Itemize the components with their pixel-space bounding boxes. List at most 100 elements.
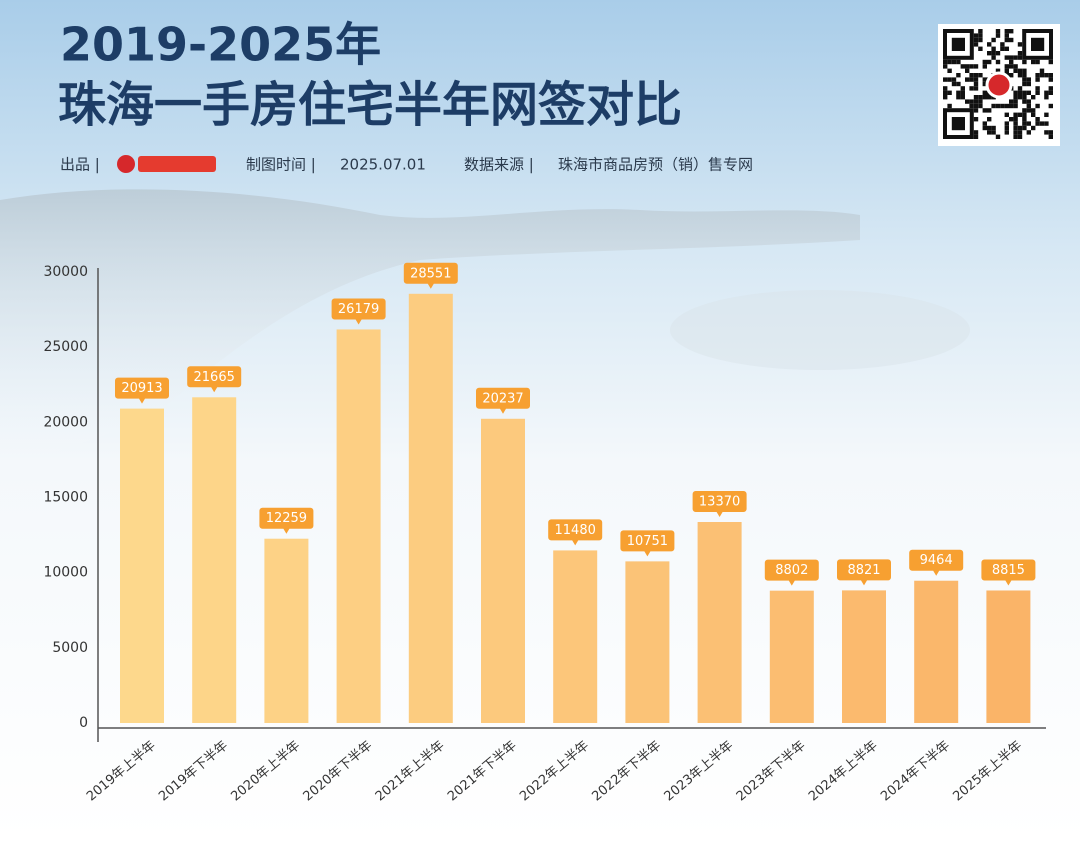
qr-cell [1017,42,1023,47]
bar [408,293,453,723]
value-callout [331,298,386,325]
bar [553,550,598,723]
qr-cell [956,59,961,65]
qr-cell [943,95,948,100]
y-tick-label: 10000 [43,565,88,581]
qr-cell [1026,130,1031,135]
qr-cell [995,59,1001,65]
qr-cell [960,64,965,69]
city-scenery [0,189,860,471]
qr-cell [973,64,979,69]
qr-cell [951,59,957,65]
qr-cell [956,73,961,78]
qr-cell [1013,99,1018,104]
source-label: 数据来源 | [464,156,534,174]
qr-cell [1031,108,1036,113]
qr-cell [951,81,957,87]
qr-cell [1009,29,1014,34]
qr-cell [987,117,992,122]
qr-cell [1004,64,1009,69]
qr-cell [995,68,1001,73]
qr-cell [1022,125,1027,131]
qr-cell [1013,103,1018,109]
bar [264,538,309,723]
qr-cell [1009,64,1014,69]
qr-cell [1022,95,1027,100]
value-label: 8821 [847,563,880,578]
qr-cell [1017,125,1023,131]
qr-cell [987,95,992,100]
bar [481,418,525,723]
qr-cell [1026,103,1031,109]
qr-cell [1004,103,1009,109]
bar [336,329,381,723]
qr-cell [969,103,974,109]
qr-cell [943,77,948,82]
qr-cell [1013,117,1018,122]
qr-finder [951,117,965,131]
qr-cell [1026,77,1031,82]
qr-cell [973,108,979,113]
qr-cell [1035,59,1040,65]
qr-cell [1026,108,1031,113]
value-callout [187,366,242,393]
qr-cell [1022,99,1027,104]
qr-cell [943,59,948,65]
bar [842,590,886,723]
qr-cell [1048,90,1053,95]
qr-cell [969,77,974,82]
qr-cell [943,86,948,91]
qr-cell [1017,134,1023,139]
qr-cell [1039,68,1045,73]
qr-cell [1026,90,1031,95]
qr-cell [973,37,979,43]
qr-cell [973,134,979,139]
qr-cell [1048,134,1053,139]
qr-cell [995,51,1001,56]
qr-cell [1022,77,1027,82]
qr-cell [1026,99,1031,104]
y-tick-label: 0 [79,715,88,731]
bar [120,408,164,723]
qr-cell [1039,121,1045,126]
qr-finder [1031,37,1045,51]
qr-cell [982,90,987,95]
y-tick-label: 20000 [43,414,88,430]
qr-cell [982,95,987,100]
qr-cell [1022,108,1027,113]
qr-cell [1022,68,1027,73]
value-label: 8815 [992,563,1025,578]
qr-cell [1035,86,1040,91]
qr-cell [1004,46,1009,51]
qr-cell [943,64,948,69]
qr-cell [1000,46,1005,51]
qr-cell [1017,95,1023,100]
qr-cell [1026,121,1031,126]
qr-cell [1013,134,1018,139]
qr-cell [978,99,983,104]
qr-cell [991,51,996,56]
qr-cell [978,73,983,78]
qr-cell [982,59,987,65]
qr-cell [1013,95,1018,100]
qr-cell [965,99,970,104]
y-tick-label: 25000 [43,339,88,355]
qr-cell [943,90,948,95]
qr-cell [991,125,996,131]
bar [769,590,814,723]
value-callout [476,387,530,414]
qr-cell [1031,125,1036,131]
qr-cell [947,68,952,73]
qr-cell [1017,86,1023,91]
qr-cell [1022,81,1027,87]
qr-cell [995,29,1001,34]
qr-cell [1048,86,1053,91]
qr-cell [969,64,974,69]
qr-cell [1048,130,1053,135]
qr-cell [1022,117,1027,122]
qr-cell [1035,121,1040,126]
value-label: 20237 [482,391,523,406]
value-label: 13370 [699,495,740,510]
qr-cell [960,95,965,100]
qr-cell [1048,77,1053,82]
